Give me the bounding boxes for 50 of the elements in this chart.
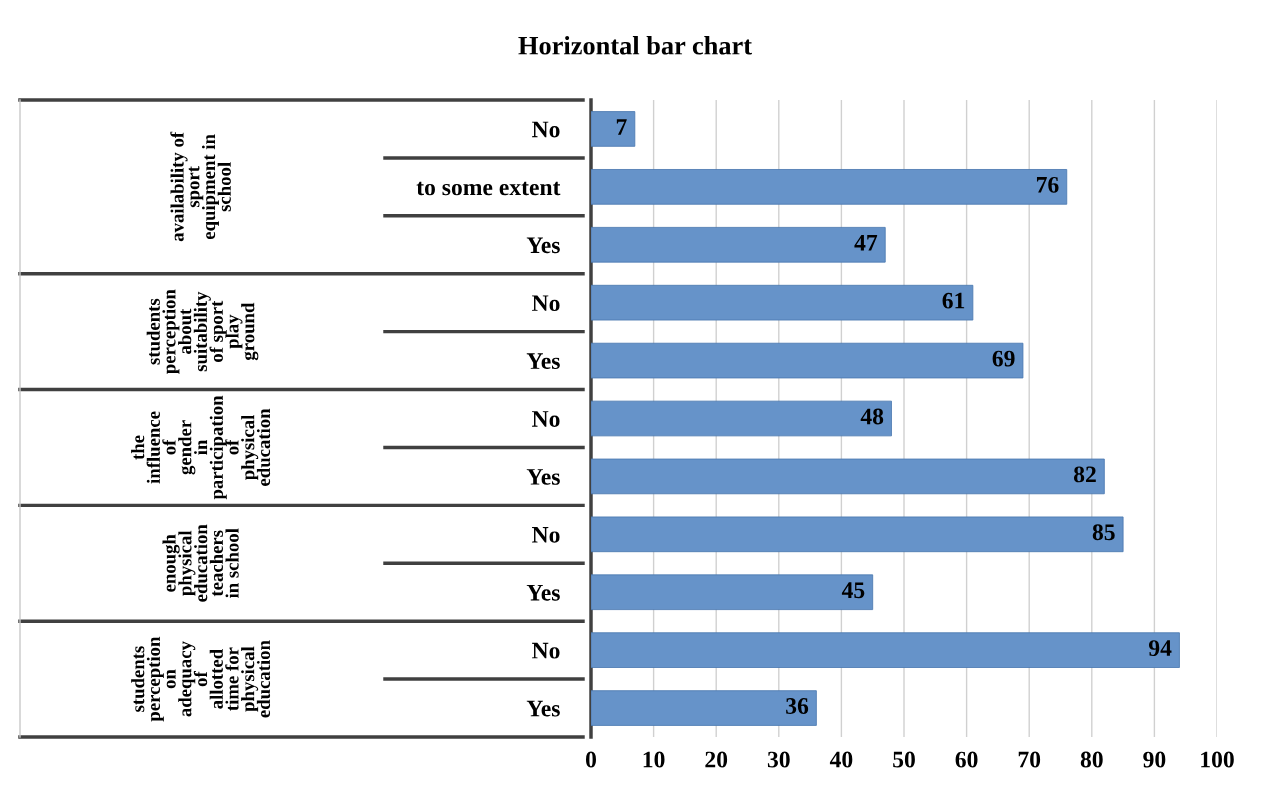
y-tick-label: No [532,295,560,312]
x-tick-label: 20 [705,751,728,768]
y-tick-label: No [532,527,560,543]
x-tick-label: 60 [955,751,978,768]
text: students perception on adequacy of allotted time for physical education [131,636,271,722]
text: students perception about suitability of sport play ground [146,289,259,374]
y-tick-label: Yes [526,353,560,370]
data-label: 36 [786,698,809,714]
x-tick-label: 50 [893,751,915,768]
data-label: 82 [1073,466,1096,483]
data-label: 47 [854,234,878,251]
bar [591,169,1068,205]
bar [591,226,886,263]
chart-title: Horizontal bar chart [518,36,752,55]
text: enough physical education teachers in school [162,524,239,602]
y-tick-label: No [532,411,560,427]
text: the influence of gender in participation of physical education [131,395,271,500]
data-label: 7 [616,119,627,135]
x-tick-label: 80 [1080,751,1103,768]
bar [591,111,636,147]
x-tick-label: 70 [1018,751,1041,768]
x-tick-label: 10 [643,751,665,768]
data-label: 85 [1092,524,1115,541]
data-label: 48 [860,408,884,425]
data-label: 94 [1148,640,1172,657]
text: availability of sport equipment in school [170,131,231,242]
data-label: 61 [942,292,965,309]
y-tick-label: Yes [526,469,560,485]
y-tick-label: No [532,121,560,138]
y-tick-label: to some extent [416,181,561,196]
y-tick-label: Yes [526,700,560,717]
bar [591,284,974,321]
y-tick-label: No [532,642,560,659]
bar [591,574,874,611]
x-tick-label: 0 [586,751,596,768]
bar [591,632,1180,668]
y-tick-label: Yes [526,584,560,601]
x-tick-label: 30 [767,751,790,768]
bar [591,458,1105,495]
data-label: 69 [992,350,1015,367]
bar [591,516,1124,553]
x-tick-label: 100 [1201,751,1234,768]
bar [591,342,1024,379]
bar [591,400,892,437]
data-label: 45 [841,582,865,599]
data-label: 76 [1036,176,1059,193]
y-tick-label: Yes [526,237,560,254]
x-tick-label: 40 [829,751,853,768]
x-tick-label: 90 [1143,751,1166,768]
bar [591,690,817,726]
